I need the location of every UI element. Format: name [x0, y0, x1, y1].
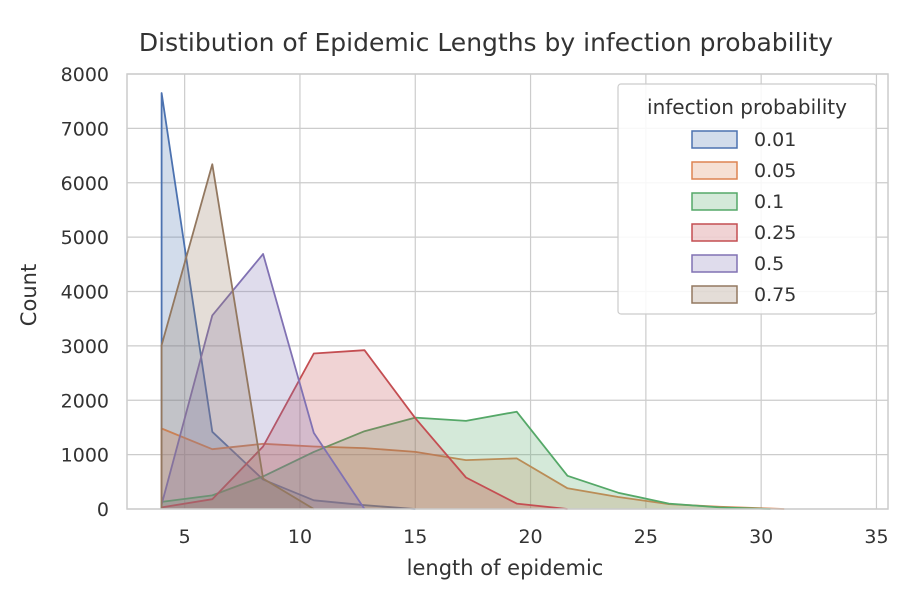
y-tick-label: 8000 [61, 64, 109, 86]
y-tick-label: 6000 [61, 173, 109, 195]
legend-swatch [691, 223, 738, 242]
legend: infection probability 0.01 0.05 0.1 0.25 0.5… [617, 83, 877, 315]
x-tick-label: 25 [634, 526, 658, 548]
y-tick-label: 3000 [61, 336, 109, 358]
x-tick-label: 15 [403, 526, 427, 548]
series-line-0.75 [160, 163, 315, 510]
legend-label: 0.01 [754, 129, 796, 151]
legend-label: 0.5 [754, 253, 784, 275]
y-axis-label: Count [17, 264, 41, 326]
series-area-0.1 [161, 411, 771, 509]
chart-title: Distibution of Epidemic Lengths by infec… [139, 28, 833, 57]
y-tick-label: 1000 [61, 445, 109, 467]
legend-items: 0.01 0.05 0.1 0.25 0.5 0.75 [691, 129, 796, 306]
series-line-0.25 [160, 349, 568, 510]
legend-swatch [691, 130, 738, 149]
legend-label: 0.05 [754, 160, 796, 182]
x-tick-label: 30 [749, 526, 773, 548]
legend-title: infection probability [647, 95, 847, 119]
x-tick-label: 20 [518, 526, 542, 548]
series-area-0.25 [161, 350, 568, 509]
plot-frame [126, 73, 889, 510]
y-tick-label: 0 [97, 499, 109, 521]
y-tick-label: 7000 [61, 118, 109, 140]
series-layer [160, 92, 785, 510]
legend-label: 0.1 [754, 191, 784, 213]
x-tick-label: 35 [864, 526, 888, 548]
y-tick-label: 4000 [61, 282, 109, 304]
legend-label: 0.25 [754, 222, 796, 244]
y-tick-label: 5000 [61, 227, 109, 249]
series-area-0.75 [161, 164, 314, 510]
x-axis-label: length of epidemic [407, 556, 604, 580]
legend-swatch [691, 254, 738, 273]
x-tick-label: 5 [179, 526, 191, 548]
series-line-0.1 [160, 410, 771, 510]
x-axis-ticks: 5 10 15 20 25 30 35 [179, 526, 889, 548]
legend-box [617, 83, 877, 315]
legend-swatch [691, 285, 738, 304]
y-axis-ticks: 0 1000 2000 3000 4000 5000 6000 7000 8000 [61, 64, 109, 521]
x-tick-label: 10 [288, 526, 312, 548]
legend-swatch [691, 192, 738, 211]
series-area-0.05 [161, 428, 785, 509]
legend-label: 0.75 [754, 284, 796, 306]
legend-swatch [691, 161, 738, 180]
series-area-0.01 [161, 93, 416, 509]
y-tick-label: 2000 [61, 390, 109, 412]
